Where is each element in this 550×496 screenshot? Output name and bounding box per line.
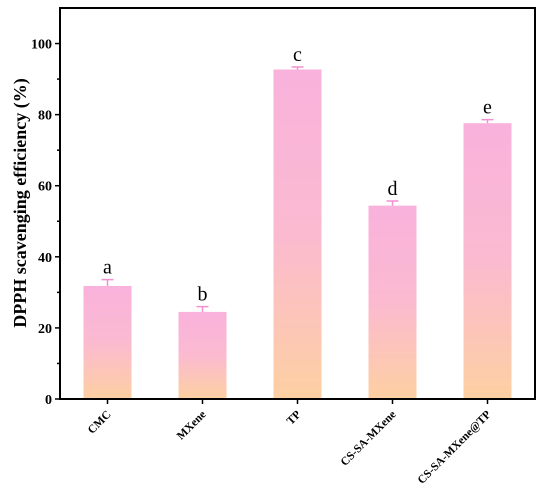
bar-cs-sa-mxene bbox=[368, 205, 417, 399]
x-tick-label: MXene bbox=[175, 409, 209, 443]
error-bar bbox=[291, 66, 304, 70]
y-tick-label: 80 bbox=[38, 109, 52, 124]
x-tick-label: CS-SA-MXene bbox=[339, 409, 399, 469]
x-tick-label: TP bbox=[285, 409, 304, 428]
x-tick-label: CMC bbox=[86, 409, 114, 437]
bar-cmc bbox=[83, 285, 132, 399]
significance-label: a bbox=[103, 257, 112, 279]
bar-tp bbox=[273, 69, 322, 399]
y-tick-label: 20 bbox=[38, 322, 52, 337]
bar-mxene bbox=[178, 311, 227, 399]
y-tick-label: 100 bbox=[31, 38, 52, 53]
error-bar bbox=[386, 200, 399, 206]
y-tick-label: 0 bbox=[45, 393, 52, 408]
y-axis-label: DPPH scavenging efficiency (%) bbox=[10, 78, 31, 327]
y-tick-label: 60 bbox=[38, 180, 52, 195]
significance-label: e bbox=[483, 97, 492, 119]
error-bars-group bbox=[101, 66, 494, 312]
x-axis-ticks: CMC MXene TP CS-SA-MXene CS-SA-MXene@TP bbox=[86, 399, 494, 487]
significance-label: d bbox=[388, 178, 398, 200]
bars-group bbox=[83, 69, 512, 400]
x-tick-label: CS-SA-MXene@TP bbox=[416, 409, 494, 487]
error-bar bbox=[481, 118, 494, 124]
significance-labels-group: a b c d e bbox=[103, 44, 492, 306]
significance-label: c bbox=[293, 44, 302, 66]
error-bar bbox=[101, 278, 114, 286]
significance-label: b bbox=[198, 284, 208, 306]
error-bar bbox=[196, 305, 209, 312]
bar-cs-sa-mxene-tp bbox=[463, 123, 512, 400]
y-axis-ticks: 0 20 40 60 80 100 bbox=[31, 38, 60, 408]
y-tick-label: 40 bbox=[38, 251, 52, 266]
